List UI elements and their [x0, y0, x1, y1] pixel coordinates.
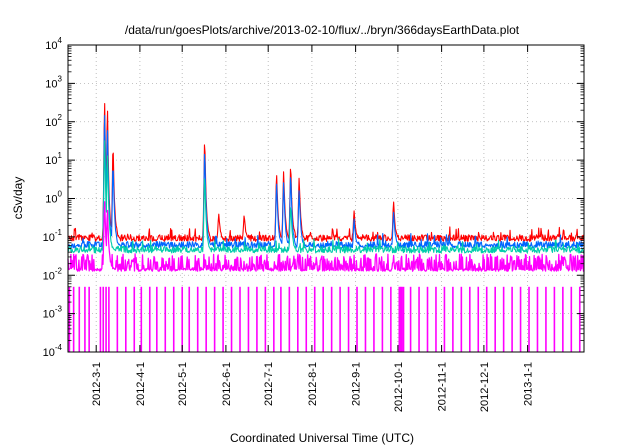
x-tick-label: 2012-5-1: [177, 362, 189, 406]
ticks: [68, 44, 584, 353]
series-trace: [67, 103, 585, 242]
series-layer: [67, 103, 585, 352]
y-tick-label: 102: [45, 113, 62, 129]
x-tick-label: 2012-8-1: [307, 362, 319, 406]
x-tick-label: 2012-10-1: [393, 362, 405, 412]
y-tick-label: 100: [45, 190, 62, 206]
y-tick-label: 10-1: [43, 228, 63, 244]
x-axis-label: Coordinated Universal Time (UTC): [230, 431, 414, 445]
y-tick-label: 10-4: [43, 343, 63, 359]
x-tick-label: 2012-11-1: [437, 362, 449, 411]
grid: [68, 45, 584, 352]
y-tick-label: 10-3: [43, 305, 63, 321]
chart-title: /data/run/goesPlots/archive/2013-02-10/f…: [125, 23, 520, 37]
series-trace: [67, 201, 585, 272]
y-tick-label: 104: [45, 36, 62, 52]
x-tick-label: 2012-9-1: [351, 362, 363, 406]
y-tick-label: 101: [45, 151, 62, 167]
x-tick-label: 2013-1-1: [523, 362, 535, 406]
x-tick-label: 2012-7-1: [263, 362, 275, 406]
series-trace: [67, 140, 585, 254]
x-tick-label: 2012-4-1: [135, 362, 147, 406]
series-trace: [67, 115, 585, 249]
x-tick-labels: 2012-3-1 2012-4-1 2012-5-1 2012-6-1 2012-7-1…: [91, 362, 534, 412]
x-tick-label: 2012-3-1: [91, 362, 103, 406]
y-tick-label: 10-2: [43, 266, 63, 282]
plot-frame: [67, 44, 585, 353]
y-axis-label: cSv/day: [11, 177, 25, 220]
y-tick-labels: 10-4 10-3 10-2 10-1 100 101 102 103 104: [43, 36, 63, 359]
x-tick-label: 2012-12-1: [479, 362, 491, 412]
x-tick-label: 2012-6-1: [221, 362, 233, 406]
y-tick-label: 103: [45, 74, 62, 90]
